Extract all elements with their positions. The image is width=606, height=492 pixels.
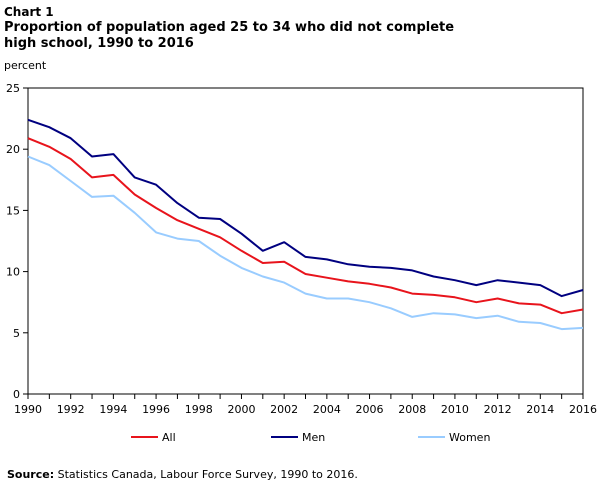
y-axis: 0 5 10 15 20 25	[6, 82, 28, 401]
y-tick-label: 15	[6, 204, 20, 217]
x-tick-label: 2014	[526, 403, 554, 416]
legend-label-men: Men	[302, 431, 325, 444]
x-tick-label: 1990	[14, 403, 42, 416]
y-tick-label: 10	[6, 266, 20, 279]
y-axis-unit-label: percent	[4, 59, 47, 72]
source-label: Source:	[7, 468, 55, 481]
x-tick-label: 2016	[569, 403, 597, 416]
series-line-women	[27, 155, 584, 331]
y-tick-label: 0	[13, 388, 20, 401]
x-tick-label: 2006	[356, 403, 384, 416]
x-tick-label: 2012	[484, 403, 512, 416]
x-tick-label: 2010	[441, 403, 469, 416]
legend-label-women: Women	[449, 431, 490, 444]
chart-label: Chart 1	[4, 5, 54, 19]
line-chart: 0 5 10 15 20 25 1990 1992 1994 1996 1998 2000 2002 2…	[6, 82, 597, 444]
x-tick-label: 2002	[270, 403, 298, 416]
x-tick-label: 1996	[142, 403, 170, 416]
y-tick-label: 5	[13, 327, 20, 340]
x-tick-label: 1998	[185, 403, 213, 416]
x-tick-label: 1994	[99, 403, 127, 416]
series-line-all	[27, 137, 584, 315]
x-tick-label: 2004	[313, 403, 341, 416]
chart-title: Proportion of population aged 25 to 34 w…	[4, 20, 455, 51]
x-tick-label: 2000	[227, 403, 255, 416]
legend: All Men Women	[131, 431, 490, 444]
y-tick-label: 25	[6, 82, 20, 95]
x-tick-label: 1992	[57, 403, 85, 416]
series-lines	[27, 118, 584, 331]
y-tick-label: 20	[6, 143, 20, 156]
x-axis: 1990 1992 1994 1996 1998 2000 2002 2004 2006 2008…	[14, 394, 597, 416]
source-text: Statistics Canada, Labour Force Survey, …	[54, 468, 358, 481]
legend-label-all: All	[162, 431, 176, 444]
source-note: Source: Statistics Canada, Labour Force …	[7, 468, 358, 482]
series-line-men	[27, 118, 584, 298]
plot-area-frame	[27, 87, 584, 395]
x-tick-label: 2008	[398, 403, 426, 416]
